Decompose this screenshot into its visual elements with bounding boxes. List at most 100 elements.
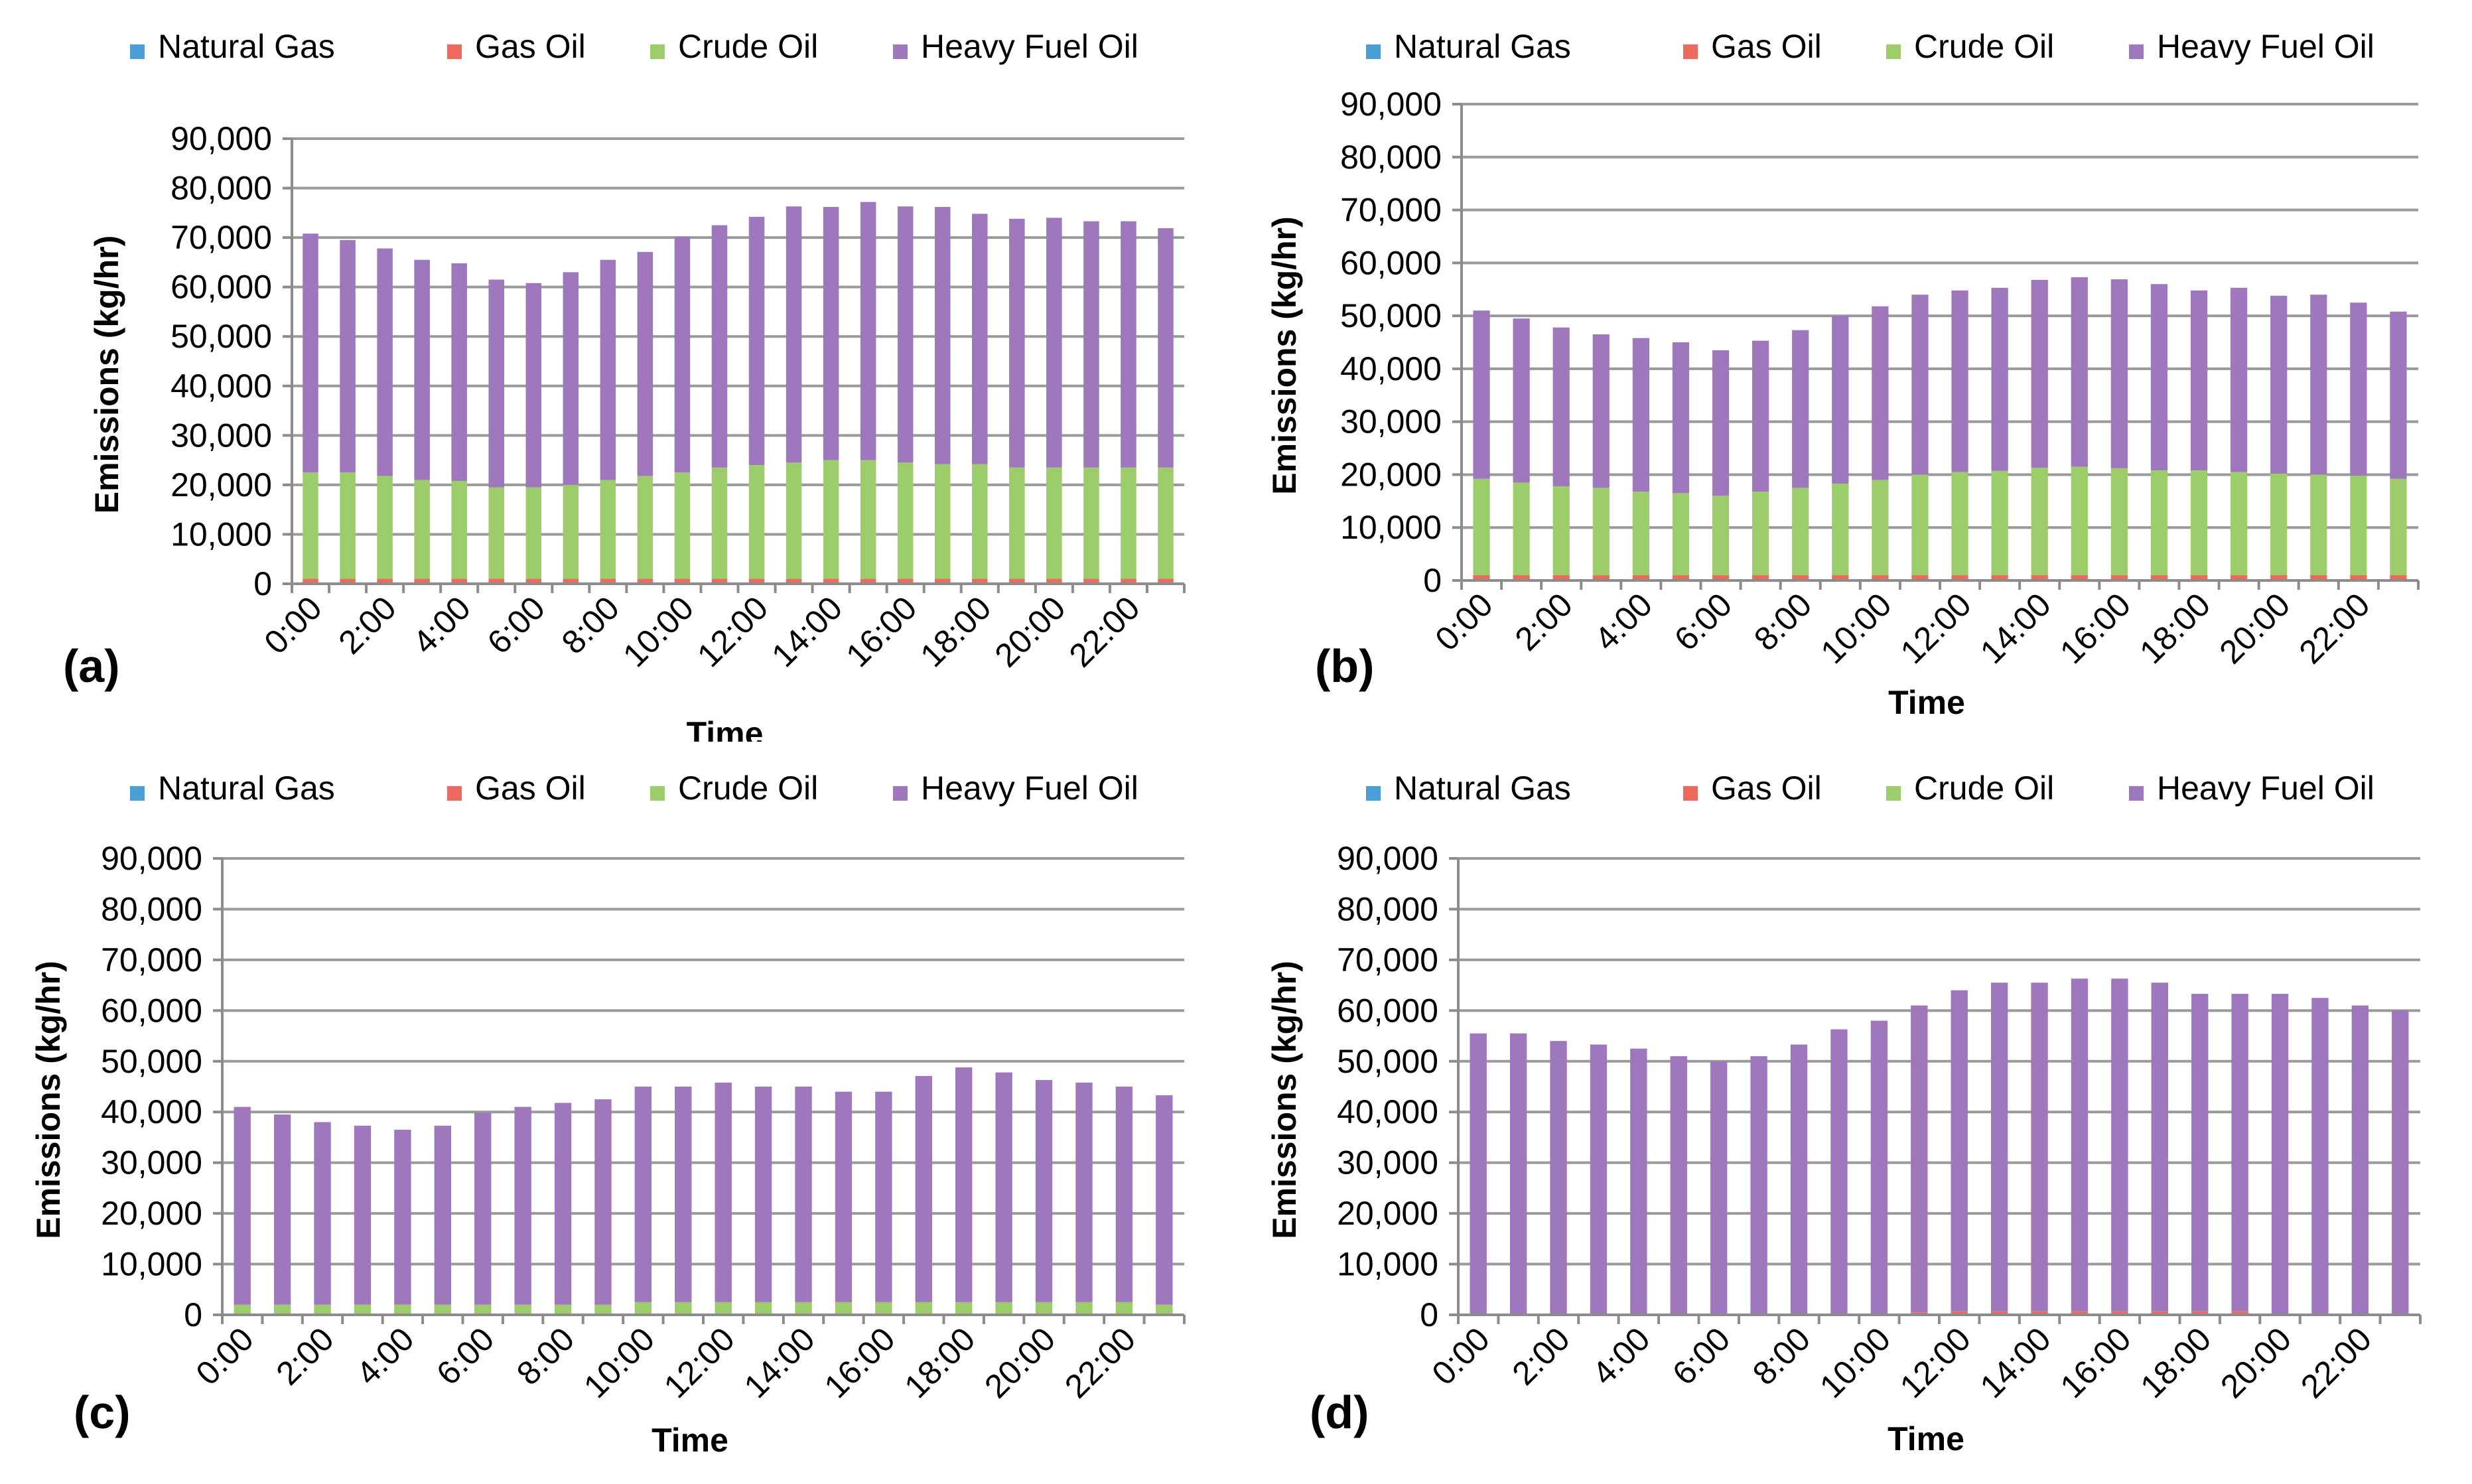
bar-heavy-fuel-oil — [273, 1114, 291, 1305]
bar-gas-oil — [1991, 575, 2008, 580]
legend-crude-oil-swatch — [650, 44, 665, 59]
bar-gas-oil — [2150, 575, 2168, 580]
bar-crude-oil — [488, 487, 504, 579]
bar-heavy-fuel-oil — [1991, 287, 2008, 471]
bar-crude-oil — [1792, 488, 1809, 576]
y-tick-label: 20,000 — [1337, 1195, 1438, 1232]
bar-crude-oil — [314, 1304, 331, 1315]
bar-heavy-fuel-oil — [1035, 1080, 1053, 1302]
bar-heavy-fuel-oil — [1870, 1020, 1888, 1315]
bar-gas-oil — [1552, 575, 1570, 580]
bar-heavy-fuel-oil — [2392, 1010, 2409, 1315]
bar-crude-oil — [2390, 478, 2407, 576]
bar-crude-oil — [748, 465, 765, 579]
bar-crude-oil — [1632, 491, 1649, 576]
bar-gas-oil — [786, 578, 802, 584]
y-axis-title: Emissions (kg/hr) — [1266, 216, 1303, 495]
bar-gas-oil — [1951, 1311, 1968, 1315]
legend-natural-gas-swatch — [1366, 786, 1381, 801]
bar-gas-oil — [1592, 575, 1610, 580]
bar-heavy-fuel-oil — [1710, 1061, 1728, 1315]
bar-crude-oil — [637, 476, 653, 579]
x-tick-label: 4:00 — [349, 1320, 421, 1392]
bar-crude-oil — [2310, 474, 2327, 576]
bar-heavy-fuel-oil — [525, 283, 542, 488]
chart-svg: Natural Gas Gas Oil Crude Oil Heavy Fuel Oi… — [1266, 770, 2422, 1457]
bar-gas-oil — [2191, 1311, 2209, 1315]
bar-heavy-fuel-oil — [1509, 1033, 1527, 1315]
bar-crude-oil — [995, 1302, 1012, 1315]
y-tick-label: 10,000 — [101, 1246, 202, 1283]
x-tick-label: 10:00 — [1814, 586, 1899, 671]
x-tick-label: 8:00 — [1747, 586, 1819, 657]
bar-heavy-fuel-oil — [1712, 350, 1730, 496]
bar-gas-oil — [525, 578, 542, 584]
bar-crude-oil — [860, 460, 876, 579]
bar-heavy-fuel-oil — [377, 248, 393, 476]
bar-gas-oil — [1083, 578, 1099, 584]
bar-gas-oil — [2350, 575, 2367, 580]
bar-heavy-fuel-oil — [1592, 334, 1610, 488]
y-tick-label: 0 — [1423, 562, 1442, 599]
bar-heavy-fuel-oil — [1790, 1044, 1808, 1315]
x-tick-label: 22:00 — [1062, 589, 1147, 674]
bar-heavy-fuel-oil — [634, 1087, 652, 1302]
bar-heavy-fuel-oil — [434, 1125, 451, 1305]
x-axis-title: Time — [687, 715, 764, 742]
bar-heavy-fuel-oil — [2350, 303, 2367, 476]
bar-heavy-fuel-oil — [711, 225, 728, 468]
bar-heavy-fuel-oil — [1990, 982, 2008, 1312]
bar-gas-oil — [451, 578, 467, 584]
bar-crude-oil — [273, 1304, 291, 1315]
x-tick-label: 18:00 — [897, 1320, 982, 1405]
bar-crude-oil — [1121, 467, 1136, 579]
bar-crude-oil — [835, 1302, 853, 1315]
bar-gas-oil — [2071, 575, 2088, 580]
bar-gas-oil — [1009, 578, 1025, 584]
bar-heavy-fuel-oil — [2270, 295, 2288, 474]
bar-gas-oil — [2270, 575, 2288, 580]
y-tick-label: 40,000 — [1337, 1093, 1438, 1130]
bar-crude-oil — [2110, 468, 2128, 576]
chart-panel-c: Natural Gas Gas Oil Crude Oil Heavy Fuel Oi… — [0, 742, 1236, 1483]
x-tick-label: 16:00 — [2053, 586, 2138, 671]
y-tick-label: 70,000 — [1337, 941, 1438, 978]
bar-crude-oil — [1991, 470, 2008, 576]
bar-heavy-fuel-oil — [786, 206, 802, 463]
bar-heavy-fuel-oil — [2390, 311, 2407, 479]
bar-crude-oil — [1075, 1302, 1093, 1315]
bar-gas-oil — [674, 578, 691, 584]
y-tick-label: 80,000 — [1340, 139, 1442, 176]
y-tick-label: 20,000 — [171, 466, 272, 504]
x-tick-label: 8:00 — [510, 1320, 581, 1392]
x-tick-label: 22:00 — [1058, 1320, 1142, 1405]
x-tick-label: 6:00 — [1667, 586, 1739, 657]
x-axis-title: Time — [1888, 684, 1965, 721]
legend-crude-oil-swatch — [650, 786, 665, 801]
bar-heavy-fuel-oil — [1470, 1033, 1487, 1315]
bar-gas-oil — [1672, 575, 1690, 580]
bar-crude-oil — [600, 480, 616, 579]
bar-heavy-fuel-oil — [394, 1129, 411, 1305]
bar-heavy-fuel-oil — [2191, 994, 2209, 1312]
bar-crude-oil — [303, 472, 318, 579]
bar-gas-oil — [2310, 575, 2327, 580]
legend-heavy-fuel-oil-label: Heavy Fuel Oil — [2157, 28, 2374, 65]
x-axis-title: Time — [1888, 1420, 1964, 1457]
y-tick-label: 0 — [1420, 1296, 1438, 1333]
bar-heavy-fuel-oil — [1670, 1056, 1687, 1315]
x-tick-label: 8:00 — [555, 589, 626, 661]
legend-natural-gas-label: Natural Gas — [1394, 28, 1571, 65]
bar-crude-oil — [795, 1302, 812, 1315]
bar-crude-oil — [674, 472, 691, 579]
bar-heavy-fuel-oil — [594, 1099, 612, 1305]
bar-heavy-fuel-oil — [488, 279, 504, 488]
legend-heavy-fuel-oil-swatch — [893, 786, 908, 801]
bar-gas-oil — [1513, 575, 1530, 580]
y-tick-label: 30,000 — [101, 1144, 202, 1181]
bar-gas-oil — [2110, 575, 2128, 580]
bar-crude-oil — [1951, 472, 1968, 576]
legend-gas-oil-label: Gas Oil — [1711, 28, 1822, 65]
bar-crude-oil — [354, 1304, 372, 1315]
bar-gas-oil — [1792, 575, 1809, 580]
